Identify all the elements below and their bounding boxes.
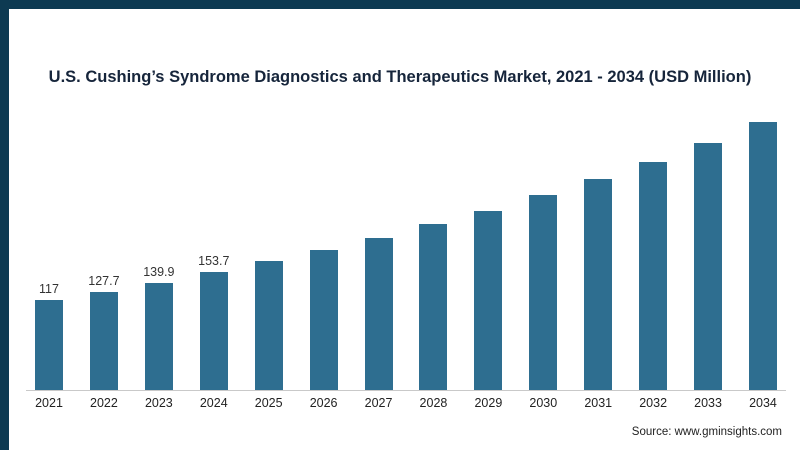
bar-slot-2026: [301, 250, 347, 390]
frame-accent-bottom: [0, 441, 9, 450]
x-tick-2023: 2023: [144, 396, 173, 410]
bar-2026: [309, 250, 338, 390]
bar-2033: [694, 143, 723, 390]
bar-slot-2023: 139.9: [136, 265, 182, 390]
x-tick-2032: 2032: [639, 396, 668, 410]
bar-slot-2027: [356, 238, 402, 390]
bar-slot-2025: [246, 261, 292, 390]
bar-slot-2032: [630, 162, 676, 390]
x-axis: 2021 2022 2023 2024 2025 2026 2027 2028 2029 2030…: [26, 396, 786, 410]
bar-slot-2022: 127.7: [81, 274, 127, 390]
x-tick-2029: 2029: [474, 396, 503, 410]
bar-2028: [419, 224, 448, 390]
x-tick-2026: 2026: [309, 396, 338, 410]
bar-2021: [35, 300, 63, 390]
x-tick-2031: 2031: [584, 396, 613, 410]
bar-2025: [254, 261, 283, 390]
frame-accent-left: [0, 0, 9, 450]
x-tick-2024: 2024: [199, 396, 228, 410]
bar-2030: [529, 195, 558, 390]
bar-slot-2034: [740, 122, 786, 390]
bar-slot-2028: [410, 224, 456, 390]
bar-2023: [144, 283, 173, 390]
bar-slot-2024: 153.7: [191, 254, 237, 390]
x-tick-2022: 2022: [90, 396, 118, 410]
bar-2034: [748, 122, 777, 390]
bar-2024: [199, 272, 228, 390]
bar-value-label-2022: 127.7: [88, 274, 120, 288]
bar-slot-2033: [685, 143, 731, 390]
x-tick-2030: 2030: [529, 396, 558, 410]
bar-slot-2030: [520, 195, 566, 390]
x-tick-2027: 2027: [364, 396, 393, 410]
x-tick-2028: 2028: [419, 396, 448, 410]
bar-2022: [89, 292, 118, 390]
bar-2031: [584, 179, 613, 390]
bar-2029: [474, 211, 503, 390]
chart-title: U.S. Cushing’s Syndrome Diagnostics and …: [48, 68, 752, 86]
bar-value-label-2023: 139.9: [143, 265, 175, 279]
x-tick-2025: 2025: [254, 396, 283, 410]
frame-accent-top: [0, 0, 800, 9]
source-attribution: Source: www.gminsights.com: [631, 426, 782, 438]
bar-chart-plot-area: 117 127.7 139.9 153.7: [26, 108, 786, 391]
bar-slot-2031: [575, 179, 621, 390]
x-tick-2021: 2021: [35, 396, 63, 410]
bar-slot-2029: [465, 211, 511, 390]
bar-value-label-2024: 153.7: [198, 254, 230, 268]
x-tick-2033: 2033: [694, 396, 722, 410]
bar-value-label-2021: 117: [39, 282, 59, 296]
bar-slot-2021: 117: [26, 282, 72, 390]
bar-2032: [639, 162, 668, 390]
x-tick-2034: 2034: [749, 396, 777, 410]
bar-2027: [364, 238, 393, 390]
